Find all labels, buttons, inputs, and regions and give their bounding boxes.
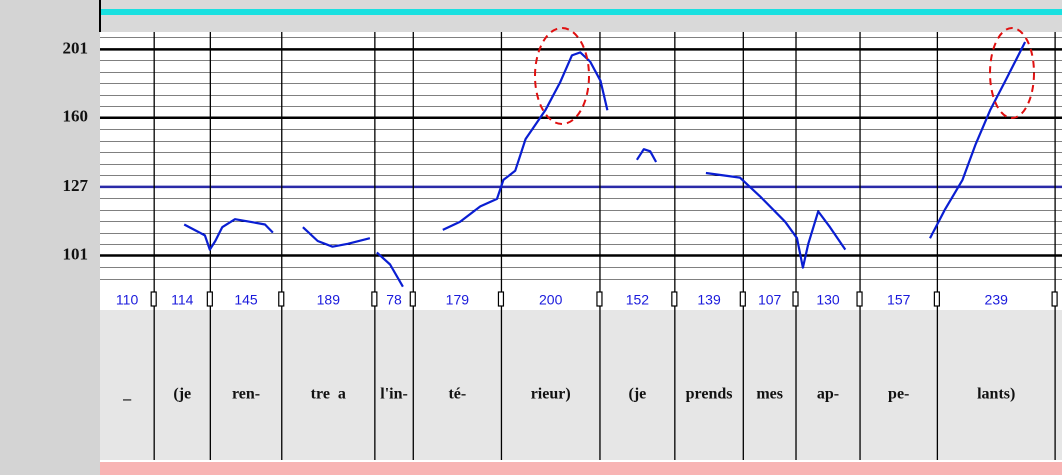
top-band	[100, 0, 1062, 32]
y-tick-label: 201	[63, 38, 89, 57]
pitch-contour	[705, 171, 847, 269]
segment-tick	[206, 291, 213, 307]
duration-label: 110	[116, 292, 139, 308]
marks: 101 127 160 201 110 _ 114 (je 145 ren- 189 tre a 78 l…	[63, 32, 1062, 460]
duration-label: 157	[887, 292, 911, 308]
segment-tick	[1051, 291, 1058, 307]
syllable-label: ren-	[232, 386, 260, 403]
segment-tick	[596, 291, 603, 307]
duration-label: 152	[626, 292, 650, 308]
duration-label: 145	[234, 292, 258, 308]
duration-label: 179	[446, 292, 470, 308]
syllable-label: ap-	[817, 386, 839, 403]
syllable-label: l'in-	[380, 386, 408, 403]
syllable-label: prends	[686, 386, 733, 403]
syllable-label: té-	[448, 386, 466, 403]
syllable-label: rieur)	[531, 386, 571, 403]
minor-grid	[100, 32, 1062, 290]
syllable-label: pe-	[888, 386, 909, 403]
left-panel	[0, 0, 100, 475]
pink-bar	[100, 462, 1062, 475]
syllable-label: (je	[629, 386, 647, 403]
syllable-label: _	[122, 386, 132, 403]
segment-tick	[371, 291, 378, 307]
segment-tick	[278, 291, 285, 307]
y-tick-label: 160	[63, 107, 89, 126]
pitch-contour	[635, 148, 658, 163]
y-tick-label: 101	[63, 244, 89, 263]
segment-tick	[739, 291, 746, 307]
segment-tick	[409, 291, 416, 307]
syllable-label: lants)	[977, 386, 1015, 403]
y-tick-label: 127	[63, 176, 89, 195]
pitch-contour	[442, 51, 609, 231]
syllable-label: mes	[756, 386, 783, 403]
segment-tick	[497, 291, 505, 307]
syllable-label: tre a	[311, 386, 346, 403]
duration-label: 114	[171, 292, 194, 308]
segment-tick	[792, 291, 799, 307]
duration-label: 139	[697, 292, 721, 308]
segment-tick	[150, 291, 157, 307]
segment-tick	[671, 291, 678, 307]
pitch-contour	[376, 251, 404, 288]
duration-label: 78	[386, 292, 402, 308]
duration-label: 130	[816, 292, 840, 308]
segment-tick	[856, 291, 863, 307]
pitch-contour	[929, 41, 1027, 239]
syllable-label: (je	[173, 386, 191, 403]
pitch-contour	[302, 226, 371, 248]
duration-label: 200	[539, 292, 563, 308]
segment-tick	[933, 291, 940, 307]
duration-label: 239	[985, 292, 1009, 308]
duration-label: 107	[758, 292, 782, 308]
cyan-bar	[100, 9, 1062, 15]
highlight-circle	[534, 27, 590, 125]
syllable-row	[100, 310, 1062, 460]
pitch-contour	[183, 218, 274, 251]
duration-row	[100, 292, 1062, 310]
duration-label: 189	[317, 292, 341, 308]
highlight-circle	[989, 27, 1035, 119]
